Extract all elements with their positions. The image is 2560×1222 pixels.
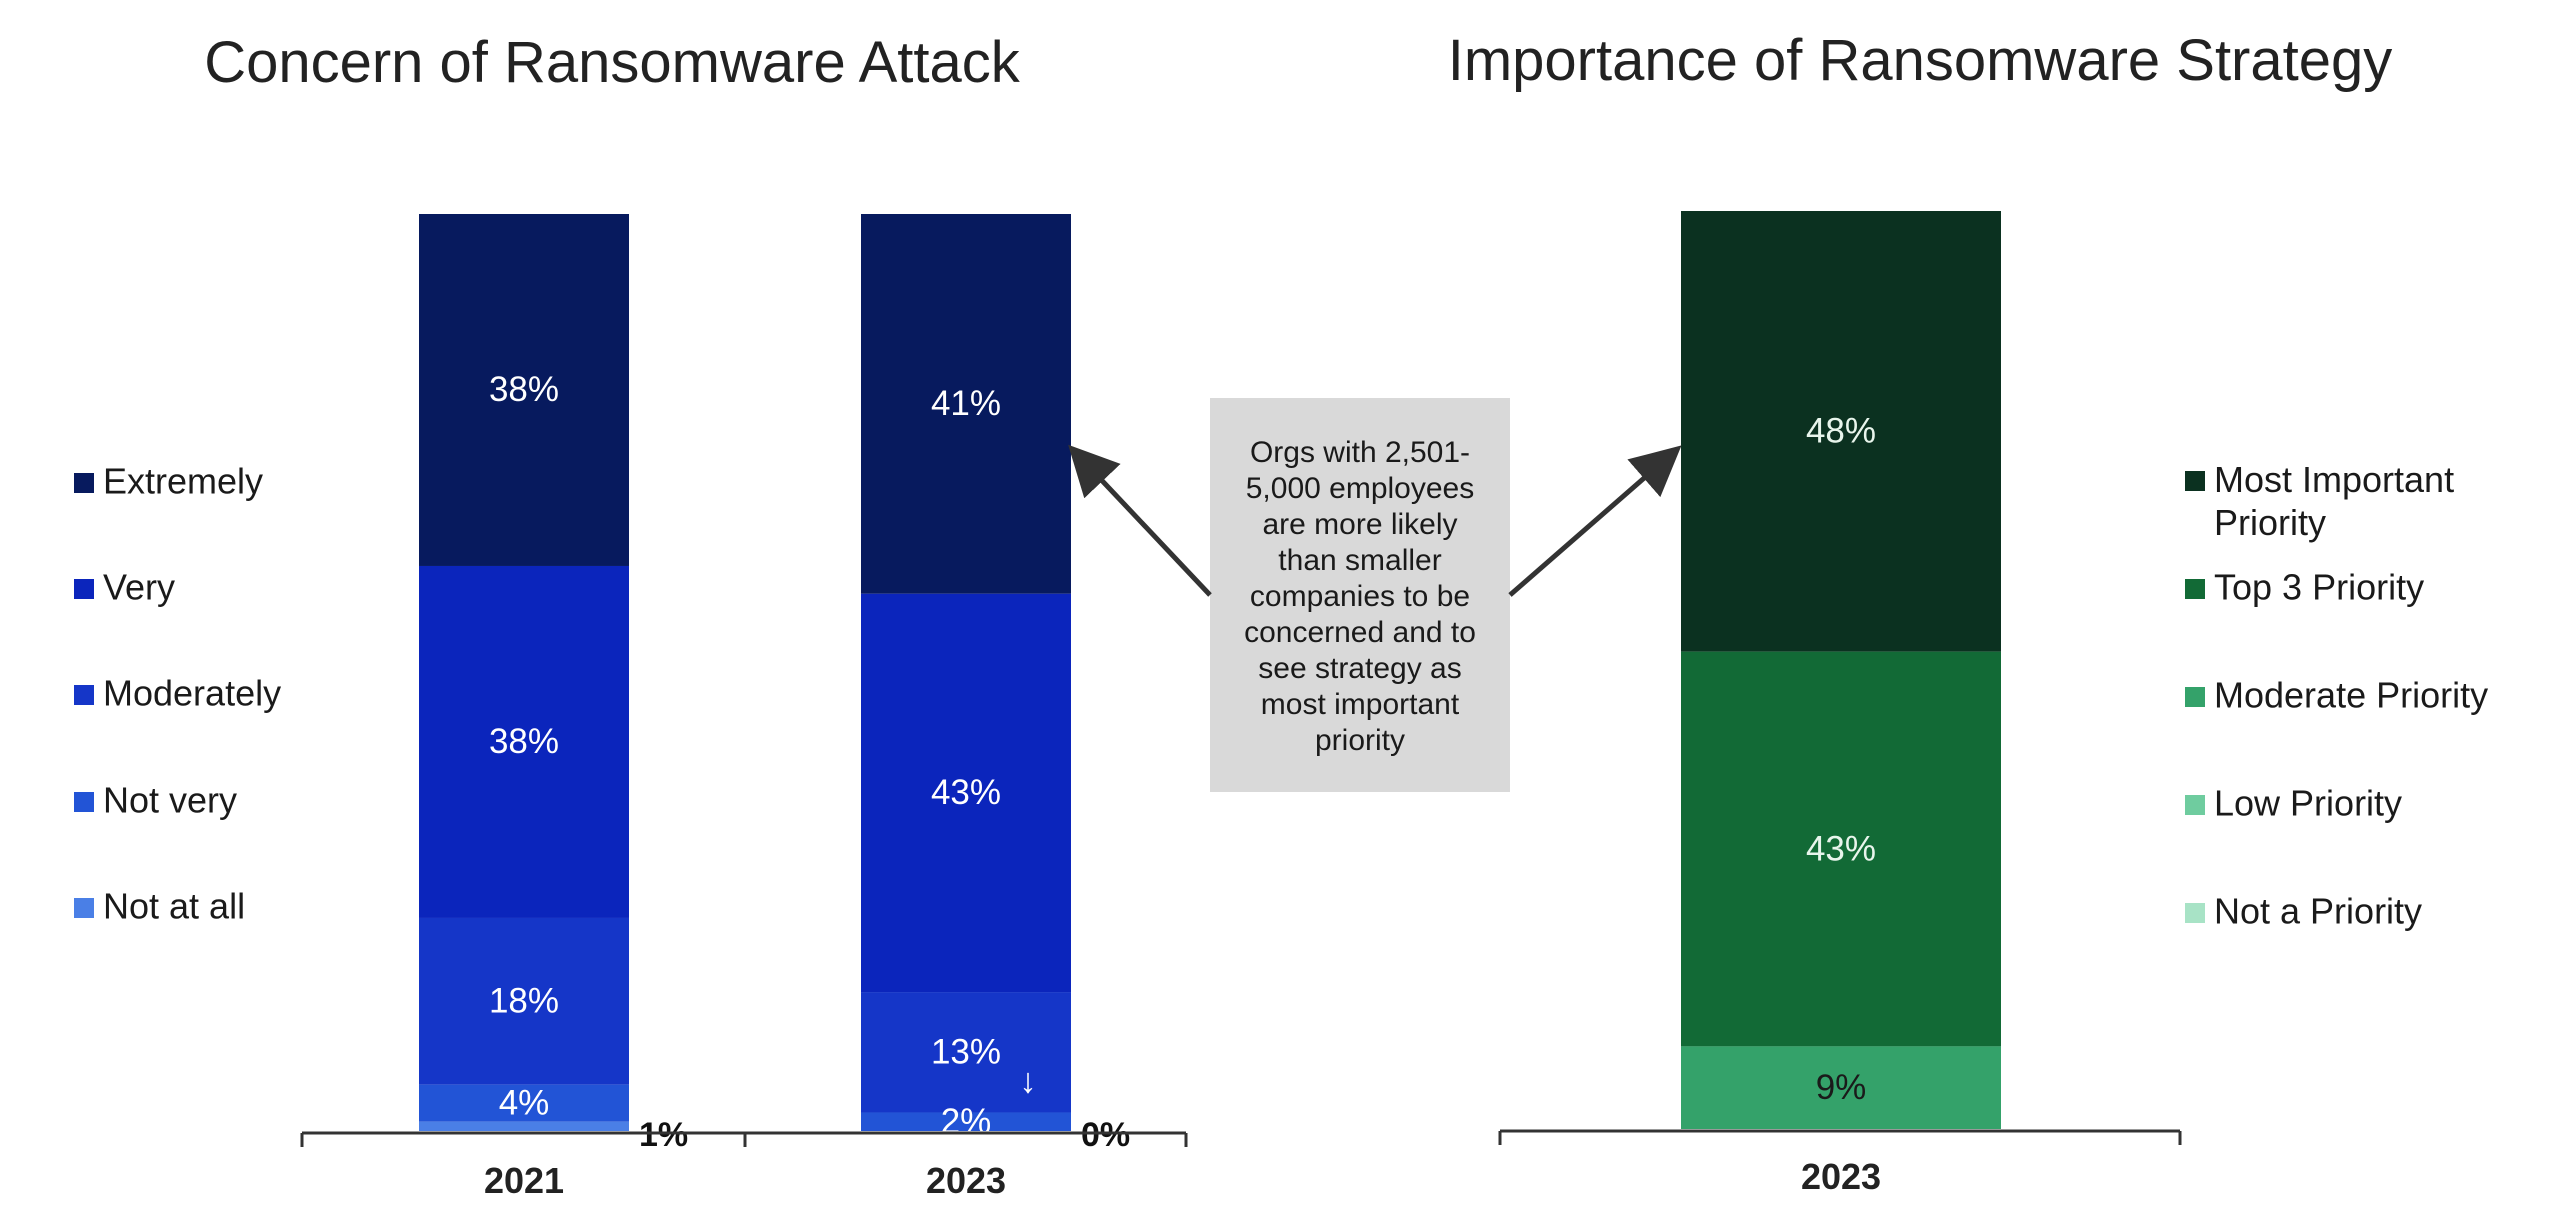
label-2021-not-very: 4% [499,1083,550,1122]
legend-label-top-3-priority: Top 3 Priority [2214,567,2424,608]
legend-swatch-low-priority [2185,795,2205,815]
legend-swatch-not-a-priority [2185,903,2205,923]
concern-legend: Extremely Very Moderately Not very Not at al… [74,461,281,927]
label-2023-extremely: 41% [931,384,1001,423]
legend-label-not-at-all: Not at all [103,886,245,927]
legend-swatch-top-3-priority [2185,579,2205,599]
label-2023-moderate-priority: 9% [1816,1068,1867,1107]
bar-2023-top-3-priority [1681,651,2001,1047]
bar-2023-most-important-priority [1681,211,2001,652]
legend-label-not-very: Not very [103,780,237,821]
legend-label-very: Very [103,567,175,608]
legend-label-moderate-priority: Moderate Priority [2214,675,2488,716]
legend-label-not-a-priority: Not a Priority [2214,891,2422,932]
x-tick-label-2023: 2023 [1801,1156,1881,1197]
concern-x-axis: 2021 2023 [300,1131,1188,1201]
callout-line: are more likely [1262,508,1457,541]
label-2023-very: 43% [931,773,1001,812]
legend-swatch-not-at-all [74,898,94,918]
bar-2021-moderately [419,917,629,1085]
callout-box [1210,398,1510,792]
legend-label-most-important-priority: Most Important Priority [2214,459,2454,543]
legend-swatch-very [74,579,94,599]
callout-line: see strategy as [1258,652,1461,685]
callout-arrow-left [1068,444,1212,597]
label-2023-top-3-priority: 43% [1806,829,1876,868]
callout-arrow-right [1508,445,1682,597]
importance-legend: Most Important Priority Top 3 Priority Mode… [2185,459,2488,932]
legend-swatch-most-important-priority [2185,471,2205,491]
bar-2021-very [419,565,629,918]
legend-swatch-extremely [74,473,94,493]
bar-2023-moderately [861,992,1071,1113]
callout-line: companies to be [1250,580,1470,613]
label-2023-not-very: 2% [941,1102,992,1141]
annotation-down-arrow: ↓ [1019,1061,1037,1100]
bar-2021-extremely [419,214,629,566]
bar-2023-not-very [861,1112,1071,1131]
callout-line: most important [1261,688,1460,721]
legend-label-moderately: Moderately [103,673,281,714]
label-2021-extremely: 38% [489,370,559,409]
chart-title-importance: Importance of Ransomware Strategy [1448,28,2393,93]
label-2021-moderately: 18% [489,982,559,1021]
legend-swatch-moderate-priority [2185,687,2205,707]
chart-title-concern: Concern of Ransomware Attack [204,30,1021,95]
label-2023-not-at-all: 0% [1081,1116,1130,1154]
callout-line: than smaller [1278,544,1441,577]
callout-line: concerned and to [1244,616,1476,649]
x-tick-label-2021: 2021 [484,1160,564,1201]
label-2023-most-important-priority: 48% [1806,412,1876,451]
callout-line: Orgs with 2,501- [1250,436,1470,469]
label-2023-moderately: 13% [931,1033,1001,1072]
bar-2023-moderate-priority [1681,1046,2001,1129]
label-2021-not-at-all: 1% [639,1116,688,1154]
bar-2023-very [861,593,1071,993]
bar-2023-extremely [861,214,1071,594]
importance-bars: 48% 43% 9% [1681,211,2001,1129]
legend-swatch-not-very [74,792,94,812]
importance-x-axis: 2023 [1498,1129,2182,1197]
concern-bars: 38% 38% 18% 4% 1% 41% 43% 13% 2% 0% ↓ [419,214,1130,1154]
label-2021-very: 38% [489,722,559,761]
x-tick-label-2023: 2023 [926,1160,1006,1201]
legend-label-low-priority: Low Priority [2214,783,2402,824]
bar-2021-not-at-all [419,1121,629,1131]
legend-label-extremely: Extremely [103,461,263,502]
callout-line: priority [1315,724,1405,757]
legend-swatch-moderately [74,685,94,705]
callout-line: 5,000 employees [1246,472,1475,505]
bar-2021-not-very [419,1084,629,1122]
